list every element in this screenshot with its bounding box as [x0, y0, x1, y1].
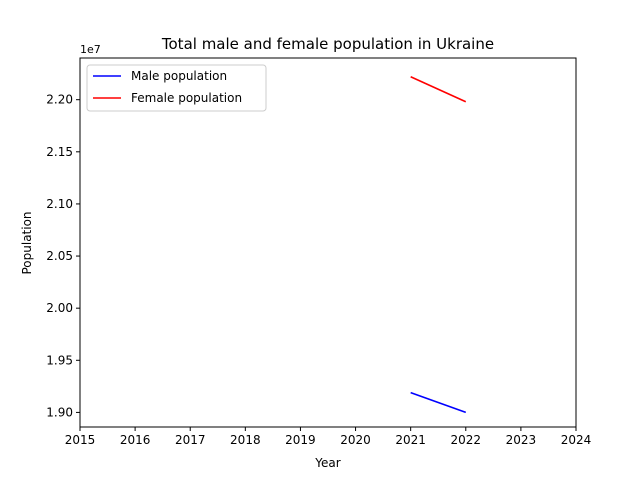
x-tick-label: 2022	[451, 433, 482, 447]
axis-ticks: 2015 2016 2017 2018 2019 2020 2021 2022 2023 2024…	[46, 93, 591, 447]
y-offset-label: 1e7	[80, 43, 101, 56]
x-tick-label: 2018	[230, 433, 261, 447]
x-tick-label: 2017	[175, 433, 206, 447]
chart-title: Total male and female population in Ukra…	[161, 35, 494, 53]
x-tick-label: 2015	[65, 433, 96, 447]
x-tick-label: 2021	[395, 433, 426, 447]
legend: Male population Female population	[86, 64, 267, 112]
series-line-male	[410, 391, 467, 414]
y-axis-label: Population	[20, 211, 34, 274]
plot-frame	[79, 57, 577, 428]
series-line-female	[410, 76, 467, 103]
legend-label: Female population	[131, 91, 242, 105]
x-tick-label: 2020	[340, 433, 371, 447]
series-lines	[410, 76, 467, 414]
y-tick-label: 2.00	[46, 301, 73, 315]
x-axis-label: Year	[314, 456, 340, 470]
y-tick-label: 1.95	[46, 353, 73, 367]
y-tick-label: 2.15	[46, 145, 73, 159]
y-tick-label: 2.05	[46, 249, 73, 263]
y-tick-label: 1.90	[46, 405, 73, 419]
x-tick-label: 2024	[561, 433, 592, 447]
x-tick-label: 2016	[120, 433, 151, 447]
x-tick-label: 2019	[285, 433, 316, 447]
x-tick-label: 2023	[506, 433, 537, 447]
legend-box	[86, 64, 267, 112]
y-tick-label: 2.10	[46, 197, 73, 211]
legend-label: Male population	[131, 69, 227, 83]
y-tick-label: 2.20	[46, 93, 73, 107]
